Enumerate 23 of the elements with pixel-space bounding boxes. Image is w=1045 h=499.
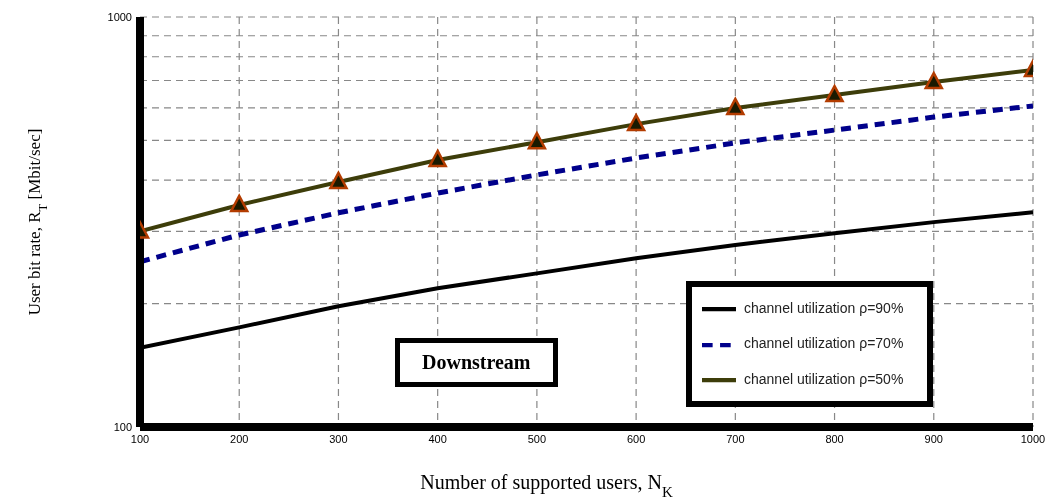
x-tick-label: 300 — [329, 432, 348, 445]
point — [924, 71, 944, 90]
point — [626, 113, 646, 132]
x-tick-label: 500 — [527, 432, 547, 445]
legend-label: channel utilization ρ=70% — [744, 335, 904, 352]
x-tick-label: 400 — [428, 432, 447, 445]
point — [229, 194, 249, 213]
point — [726, 97, 745, 116]
x-tick-label: 800 — [825, 432, 844, 445]
point — [428, 149, 447, 168]
x-tick-label: 1000 — [1020, 432, 1045, 445]
x-tick-label: 900 — [924, 432, 943, 445]
annotation: Downstream — [395, 338, 558, 387]
point — [329, 171, 348, 190]
x-tick-label: 600 — [626, 432, 646, 445]
x-tick-label: 100 — [130, 432, 150, 445]
legend-label: channel utilization ρ=50% — [744, 370, 904, 387]
legend-label: channel utilization ρ=90% — [744, 300, 904, 316]
x-axis-title: Number of supported users, N$_{K}$ — [420, 471, 673, 499]
x-tick-label: 200 — [230, 432, 249, 445]
point — [527, 131, 547, 150]
point — [825, 84, 844, 103]
x-tick-label: 700 — [726, 432, 745, 445]
